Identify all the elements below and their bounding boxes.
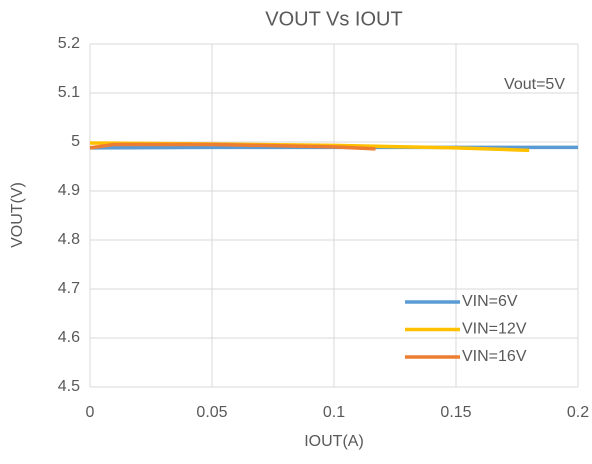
y-tick-label: 4.5 — [58, 378, 80, 395]
x-tick-label: 0.15 — [440, 404, 471, 421]
y-tick-label: 4.7 — [58, 280, 80, 297]
y-tick-label: 4.9 — [58, 182, 80, 199]
legend-label: VIN=16V — [462, 348, 527, 365]
annotation: Vout=5V — [504, 76, 565, 93]
legend-label: VIN=12V — [462, 321, 527, 338]
chart-title: VOUT Vs IOUT — [265, 8, 402, 30]
y-tick-label: 5.2 — [58, 35, 80, 52]
x-axis-label: IOUT(A) — [304, 433, 364, 450]
x-tick-label: 0.1 — [323, 404, 345, 421]
y-tick-label: 5 — [71, 133, 80, 150]
y-tick-label: 4.8 — [58, 231, 80, 248]
y-tick-label: 5.1 — [58, 84, 80, 101]
x-tick-label: 0.2 — [567, 404, 589, 421]
y-axis-label: VOUT(V) — [9, 182, 26, 248]
legend-label: VIN=6V — [462, 293, 518, 310]
x-tick-label: 0 — [86, 404, 95, 421]
series-line — [89, 142, 376, 151]
x-tick-label: 0.05 — [196, 404, 227, 421]
y-tick-label: 4.6 — [58, 329, 80, 346]
